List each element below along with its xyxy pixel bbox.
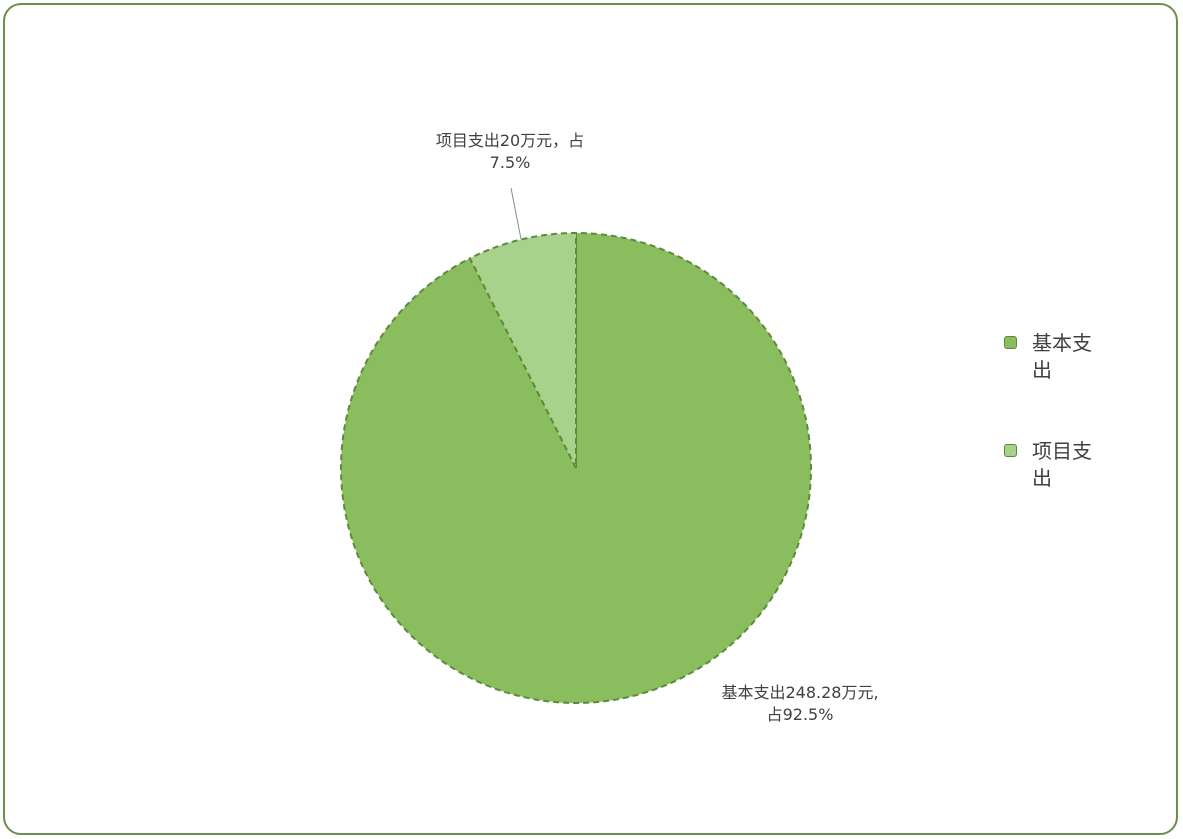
legend-label-project: 项目支 出 — [1032, 439, 1092, 490]
legend-key-project — [1004, 444, 1017, 457]
leader-line-project — [510, 187, 522, 240]
legend-item-basic[interactable]: 基本支 出 — [1004, 330, 1114, 384]
legend-label-basic: 基本支 出 — [1032, 331, 1092, 382]
pie-slice-project[interactable] — [468, 231, 577, 469]
legend-item-project[interactable]: 项目支 出 — [1004, 438, 1114, 492]
data-label-project: 项目支出20万元，占 7.5% — [435, 131, 585, 172]
legend: 基本支 出 项目支 出 — [1004, 330, 1114, 546]
data-label-basic: 基本支出248.28万元, 占92.5% — [721, 683, 879, 724]
legend-key-basic — [1004, 336, 1017, 349]
